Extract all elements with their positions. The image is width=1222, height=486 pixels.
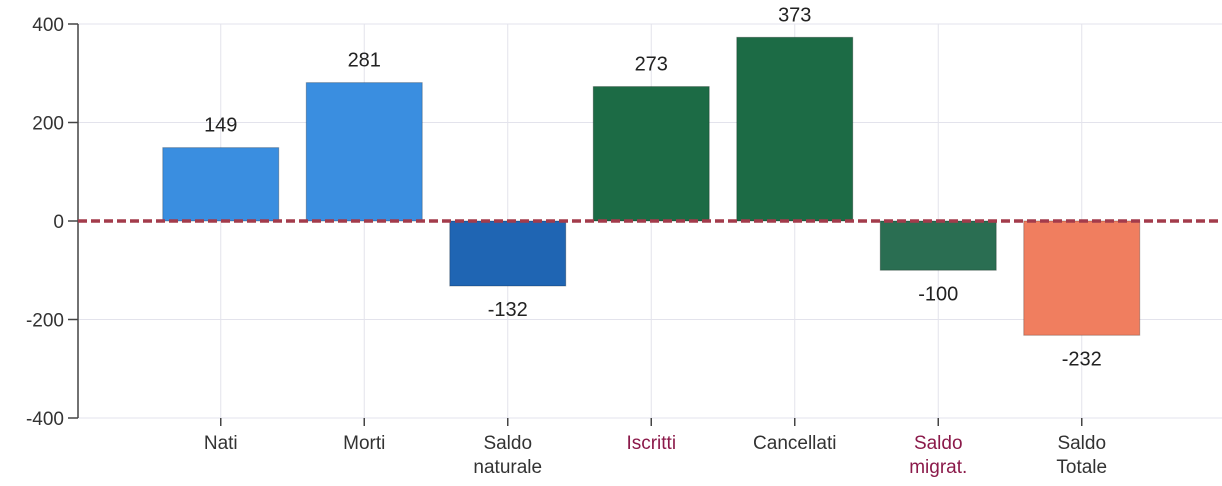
x-category-label-line: Saldo (1057, 433, 1106, 454)
data-label: 373 (778, 4, 811, 26)
x-category-label-line: Saldo (483, 433, 532, 454)
y-axis: -400 -200 0 200 400 (26, 15, 1083, 430)
bar (449, 220, 567, 287)
x-axis-labels: Nati Morti Saldo naturale Iscritti Cancellati… (204, 433, 1107, 478)
x-category-label-line: Saldo (914, 433, 963, 454)
data-label: -132 (488, 299, 528, 321)
x-category-label-line: naturale (473, 457, 542, 478)
bars (162, 36, 1141, 336)
data-labels: 149 281 -132 273 373 -100 -232 (204, 4, 1102, 370)
x-category-label: Nati (204, 433, 238, 454)
data-label: 273 (635, 54, 668, 76)
x-category-label-line: Nati (204, 433, 238, 454)
bar (1023, 220, 1141, 336)
x-category-label-line: Cancellati (753, 433, 836, 454)
bar (879, 220, 997, 271)
x-category-label-line: Iscritti (626, 433, 676, 454)
bar (162, 147, 280, 222)
data-label: 149 (204, 115, 237, 137)
y-tick-label: 400 (32, 15, 64, 36)
x-category-label-line: Morti (343, 433, 385, 454)
bar (305, 82, 423, 222)
y-tick-label: -400 (26, 409, 64, 430)
y-tick-label: 200 (32, 114, 64, 135)
y-tick-label: 0 (53, 212, 64, 233)
bar (736, 36, 854, 222)
y-tick-label: -200 (26, 311, 64, 332)
data-label: 281 (348, 50, 381, 72)
x-category-label: Cancellati (753, 433, 836, 454)
x-category-label-line: Totale (1056, 457, 1107, 478)
x-category-label-line: migrat. (909, 457, 967, 478)
x-category-label: Iscritti (626, 433, 676, 454)
bar (592, 86, 710, 222)
x-category-label: Saldo naturale (473, 433, 542, 478)
data-label: -232 (1062, 348, 1102, 370)
data-label: -100 (918, 283, 958, 305)
x-category-label: Morti (343, 433, 385, 454)
x-category-label: Saldo Totale (1056, 433, 1107, 478)
x-category-label: Saldo migrat. (909, 433, 967, 478)
